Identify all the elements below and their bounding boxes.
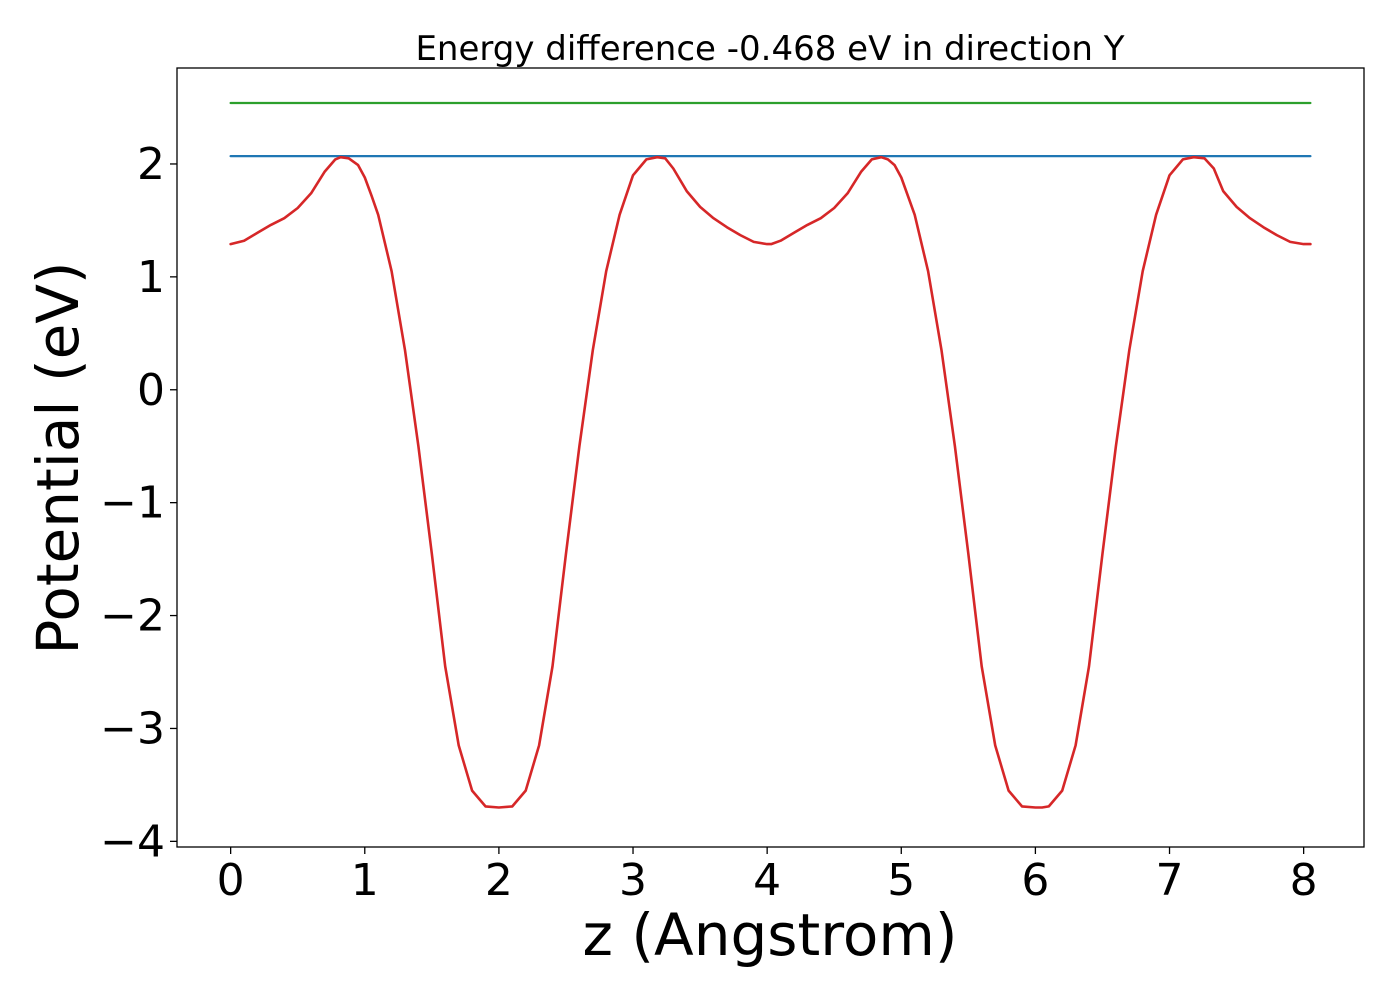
y-axis-ticks: −4 −3 −2 −1 0 1 2 <box>100 139 177 867</box>
x-tick-label: 5 <box>887 855 915 906</box>
plot-area <box>176 67 1365 848</box>
x-tick-label: 4 <box>753 855 781 906</box>
plot-frame <box>176 67 1365 848</box>
x-axis-ticks: 0 1 2 3 4 5 6 7 8 <box>217 847 1318 906</box>
y-tick-label: −1 <box>100 478 165 529</box>
series-layer <box>229 101 1312 809</box>
x-axis-label: z (Angstrom) <box>583 901 958 969</box>
x-tick-label: 6 <box>1021 855 1049 906</box>
chart-title: Energy difference -0.468 eV in direction… <box>415 29 1124 69</box>
y-tick-label: −2 <box>100 591 165 642</box>
series-line-1 <box>229 155 1312 809</box>
x-tick-label: 1 <box>351 855 379 906</box>
x-tick-label: 8 <box>1290 855 1318 906</box>
y-tick-label: 2 <box>137 139 165 190</box>
x-tick-label: 3 <box>619 855 647 906</box>
x-tick-label: 2 <box>485 855 513 906</box>
x-tick-label: 0 <box>217 855 245 906</box>
y-tick-label: −4 <box>100 816 165 867</box>
y-tick-label: 1 <box>137 252 165 303</box>
y-tick-label: 0 <box>137 365 165 416</box>
y-axis-label: Potential (eV) <box>24 261 92 654</box>
y-tick-label: −3 <box>100 703 165 754</box>
x-tick-label: 7 <box>1156 855 1184 906</box>
